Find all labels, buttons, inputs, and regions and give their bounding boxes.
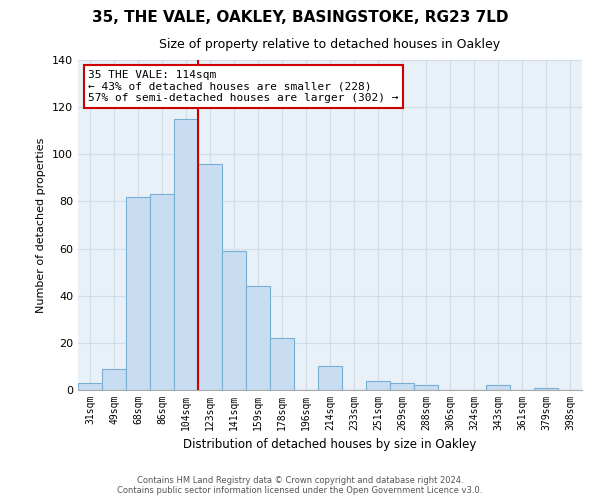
Bar	[486, 386, 510, 390]
Bar	[222, 251, 246, 390]
Text: 35, THE VALE, OAKLEY, BASINGSTOKE, RG23 7LD: 35, THE VALE, OAKLEY, BASINGSTOKE, RG23 …	[92, 10, 508, 25]
Text: Contains HM Land Registry data © Crown copyright and database right 2024.
Contai: Contains HM Land Registry data © Crown c…	[118, 476, 482, 495]
Bar	[318, 366, 342, 390]
Bar	[126, 196, 150, 390]
Y-axis label: Number of detached properties: Number of detached properties	[37, 138, 46, 312]
Text: 35 THE VALE: 114sqm
← 43% of detached houses are smaller (228)
57% of semi-detac: 35 THE VALE: 114sqm ← 43% of detached ho…	[88, 70, 398, 103]
Bar	[246, 286, 270, 390]
Bar	[414, 386, 438, 390]
Title: Size of property relative to detached houses in Oakley: Size of property relative to detached ho…	[160, 38, 500, 51]
Bar	[270, 338, 294, 390]
Bar	[534, 388, 558, 390]
Bar	[174, 119, 198, 390]
Bar	[78, 383, 102, 390]
Bar	[198, 164, 222, 390]
Bar	[366, 380, 390, 390]
Bar	[390, 383, 414, 390]
X-axis label: Distribution of detached houses by size in Oakley: Distribution of detached houses by size …	[184, 438, 476, 452]
Bar	[150, 194, 174, 390]
Bar	[102, 369, 126, 390]
